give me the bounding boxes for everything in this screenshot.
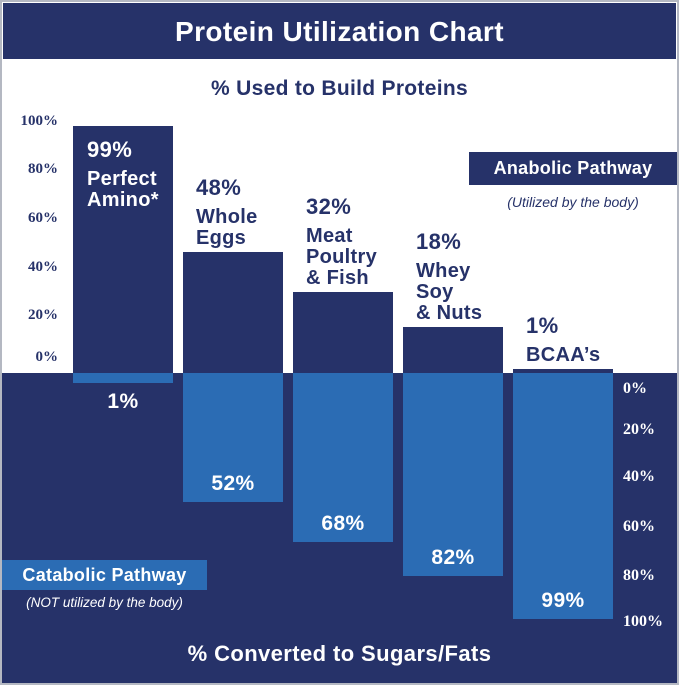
anabolic-bar-5 [513,369,613,373]
anabolic-bar-label-5: 1% BCAA’s [526,313,600,366]
bottom-axis-tick-40%: 40% [623,468,655,485]
anabolic-bar-label-1: 99% Perfect Amino* [87,137,159,211]
anabolic-bar-label-2: 48% Whole Eggs [196,175,258,249]
catabolic-bar-2 [183,373,283,502]
anabolic-value-4: 18% [416,229,462,254]
catabolic-bar-4 [403,373,503,576]
catabolic-value-2: 52% [211,472,255,495]
category-name-line: Whole [196,206,258,228]
bottom-axis-tick-20%: 20% [623,421,655,438]
category-name-line: Soy [416,281,454,303]
anabolic-bar-3 [293,292,393,373]
catabolic-value-4: 82% [431,546,475,569]
bottom-axis-tick-100%: 100% [623,613,663,630]
chart-title-banner: Protein Utilization Chart [3,3,676,59]
category-name-line: & Fish [306,267,369,289]
top-axis-tick-100%: 100% [20,113,59,129]
catabolic-pathway-legend: Catabolic Pathway [2,560,207,590]
catabolic-bar-1 [73,373,173,383]
anabolic-value-2: 48% [196,175,242,200]
catabolic-pathway-label: Catabolic Pathway [22,565,187,585]
anabolic-bar-2 [183,252,283,373]
anabolic-bar-1 [73,126,173,373]
catabolic-pathway-note: (NOT utilized by the body) [26,595,183,610]
anabolic-pathway-legend: Anabolic Pathway [469,152,677,185]
anabolic-value-1: 99% [87,137,133,162]
top-axis-tick-60%: 60% [28,210,58,226]
category-name-line: Eggs [196,227,247,249]
category-name-line: Meat [306,225,353,247]
top-axis-tick-0%: 0% [35,349,59,365]
anabolic-value-3: 32% [306,194,352,219]
bottom-section-heading: % Converted to Sugars/Fats [187,641,492,666]
top-axis-tick-20%: 20% [28,307,58,323]
top-section-heading: % Used to Build Proteins [211,77,468,100]
bottom-axis-tick-60%: 60% [623,518,655,535]
anabolic-value-5: 1% [526,313,559,338]
anabolic-pathway-label: Anabolic Pathway [493,158,653,178]
anabolic-bar-4 [403,327,503,373]
catabolic-bar-5 [513,373,613,619]
category-name-line: BCAA’s [526,344,601,366]
anabolic-bar-label-4: 18% Whey Soy & Nuts [416,229,482,324]
category-name-line: Perfect [87,168,157,190]
top-axis-tick-80%: 80% [28,161,58,177]
top-axis-tick-40%: 40% [28,259,58,275]
catabolic-value-5: 99% [541,589,585,612]
category-name-line: Poultry [306,246,377,268]
category-name-line: Amino* [87,189,159,211]
catabolic-value-1: 1% [107,390,139,413]
catabolic-bar-3 [293,373,393,542]
chart-title: Protein Utilization Chart [175,16,504,47]
anabolic-bar-label-3: 32% Meat Poultry & Fish [306,194,377,289]
bottom-axis-tick-0%: 0% [623,380,647,397]
category-name-line: Whey [416,260,471,282]
category-name-line: & Nuts [416,302,483,324]
anabolic-pathway-note: (Utilized by the body) [507,194,639,210]
catabolic-value-3: 68% [321,512,365,535]
bottom-axis-tick-80%: 80% [623,567,655,584]
